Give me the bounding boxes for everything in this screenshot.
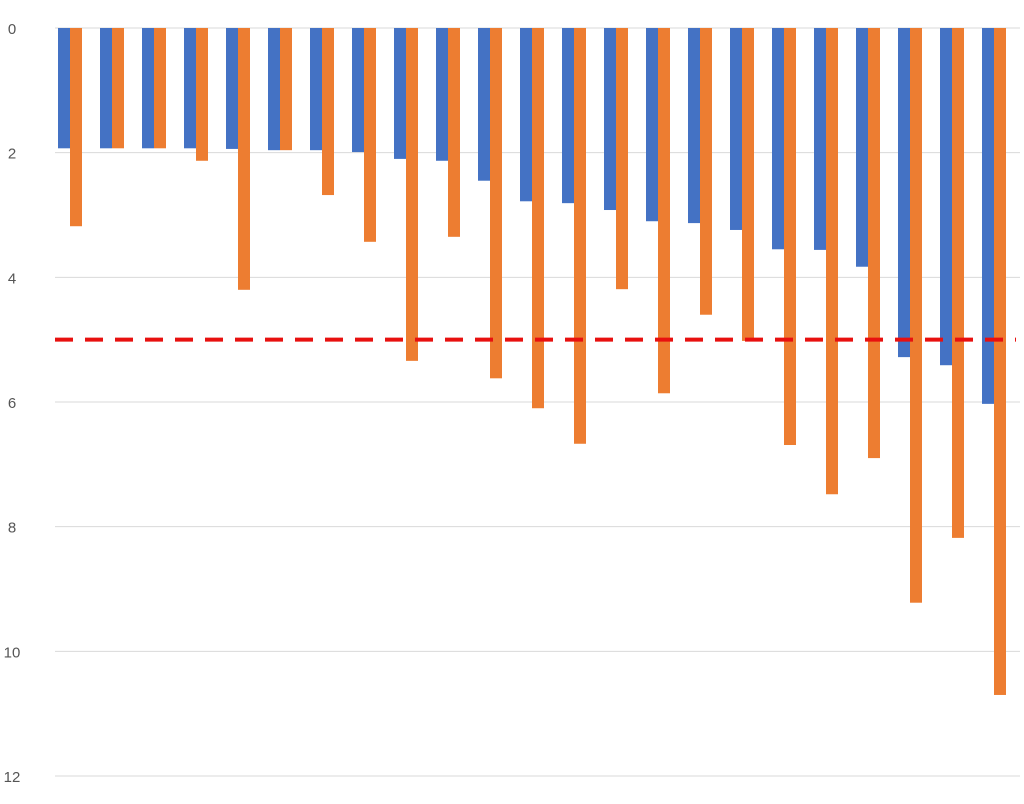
bar [562, 28, 574, 204]
bar [898, 28, 910, 358]
bar [352, 28, 364, 153]
bar [826, 28, 838, 495]
bar [952, 28, 964, 538]
bar [604, 28, 616, 211]
bar [772, 28, 784, 250]
y-tick-label: 10 [4, 644, 21, 661]
bar [730, 28, 742, 230]
y-tick-label: 8 [8, 520, 16, 537]
bar [112, 28, 124, 149]
bar [70, 28, 82, 227]
bar [310, 28, 322, 151]
bar [154, 28, 166, 149]
bar [574, 28, 586, 444]
bar [700, 28, 712, 315]
bar [184, 28, 196, 149]
bar [406, 28, 418, 361]
bar [322, 28, 334, 196]
bar [616, 28, 628, 290]
bar [394, 28, 406, 159]
bar [280, 28, 292, 151]
bar [58, 28, 70, 149]
bar [784, 28, 796, 446]
bar [100, 28, 112, 149]
bar [742, 28, 754, 341]
bar [814, 28, 826, 250]
bar [238, 28, 250, 290]
bar [226, 28, 238, 149]
bar [478, 28, 490, 181]
bar [436, 28, 448, 161]
bar [142, 28, 154, 149]
bar [364, 28, 376, 242]
bar [910, 28, 922, 603]
bar [490, 28, 502, 379]
bar [268, 28, 280, 151]
bar [982, 28, 994, 404]
bar [646, 28, 658, 222]
y-tick-label: 6 [8, 395, 16, 412]
bar [658, 28, 670, 394]
y-tick-label: 12 [4, 769, 21, 786]
y-tick-label: 2 [8, 146, 16, 163]
y-tick-label: 4 [8, 270, 16, 287]
y-tick-label: 0 [8, 21, 16, 38]
bar [532, 28, 544, 409]
bar [196, 28, 208, 161]
bar [940, 28, 952, 366]
bar [856, 28, 868, 267]
bar [448, 28, 460, 237]
bar [994, 28, 1006, 695]
bar [688, 28, 700, 224]
bar [520, 28, 532, 202]
bar [868, 28, 880, 459]
